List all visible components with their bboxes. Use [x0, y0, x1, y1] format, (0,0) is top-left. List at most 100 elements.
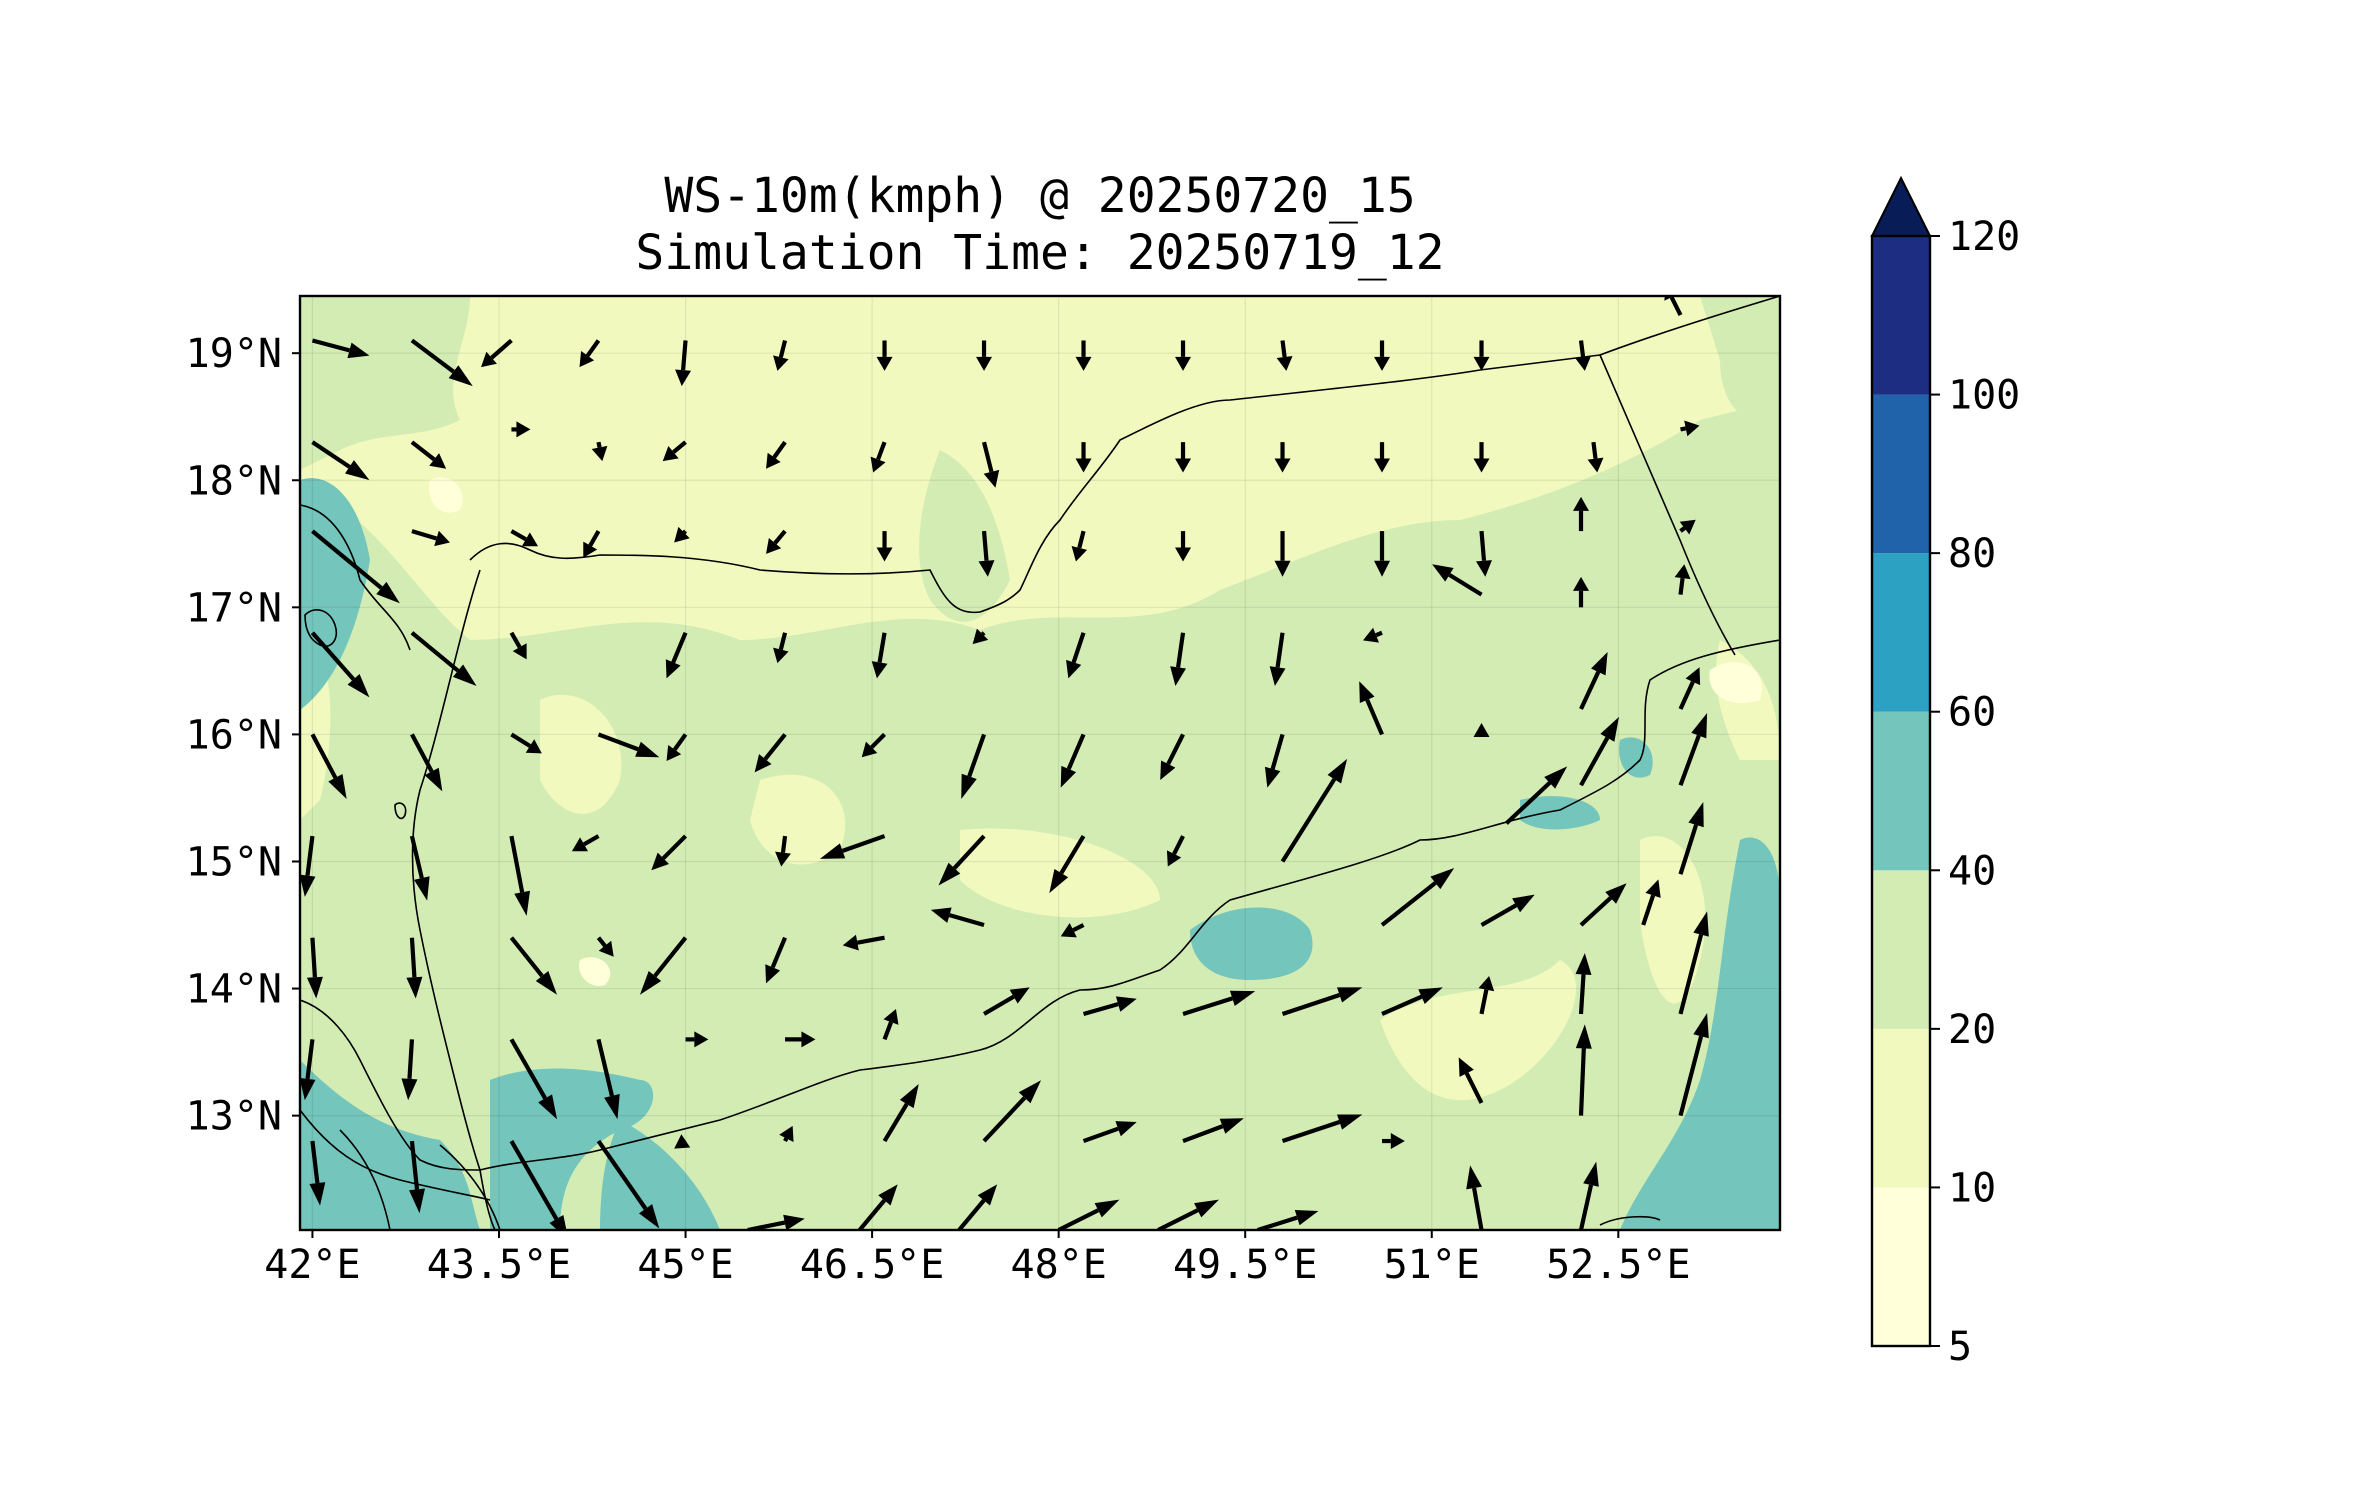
y-tick-label: 19°N — [186, 331, 282, 377]
wind-arrow — [639, 936, 688, 995]
y-tick-label: 18°N — [186, 458, 282, 504]
wind-arrow — [410, 440, 447, 469]
colorbar-tick-label: 40 — [1948, 848, 1996, 894]
map-title-line1: WS-10m(kmph) @ 20250720_15 — [664, 168, 1416, 224]
field-patch-10-20-d — [1380, 960, 1577, 1101]
wind-arrow — [510, 732, 542, 754]
wind-arrow — [571, 834, 600, 852]
field-band-40-60-east-coast — [1520, 796, 1600, 830]
colorbar-frame — [1870, 234, 1932, 1348]
wind-arrow — [1082, 1121, 1137, 1144]
wind-arrow — [1182, 990, 1256, 1016]
wind-arrow — [1678, 1013, 1709, 1117]
wind-arrow — [1578, 1161, 1599, 1230]
wind-arrow — [509, 1139, 567, 1230]
wind-arrow — [982, 987, 1030, 1016]
colorbar-segment — [1872, 1028, 1930, 1188]
wind-arrow — [982, 1080, 1042, 1143]
wind-arrow — [1674, 564, 1691, 595]
wind-arrow — [1160, 733, 1185, 781]
wind-arrow — [1380, 868, 1455, 927]
wind-arrow — [1157, 1199, 1219, 1230]
colorbar-tick-label: 80 — [1948, 531, 1996, 577]
y-tick-label: 17°N — [186, 585, 282, 631]
wind-arrow — [1575, 1024, 1592, 1116]
x-tick-label: 52.5°E — [1546, 1242, 1691, 1288]
wind-arrow — [1269, 632, 1286, 686]
field-band-40-60-mukalla — [1190, 907, 1313, 980]
wind-arrow — [876, 531, 893, 562]
wind-arrow — [961, 733, 987, 800]
wind-arrow — [779, 1125, 794, 1142]
wind-arrow — [1060, 733, 1086, 788]
coastline-red-sea-east — [411, 569, 496, 1230]
wind-arrow — [675, 340, 692, 387]
colorbar-tick-label: 100 — [1948, 373, 2020, 419]
wind-arrow — [1573, 576, 1590, 608]
map-outlines — [300, 296, 1780, 1230]
wind-arrow — [411, 529, 450, 547]
wind-arrow — [1381, 987, 1443, 1016]
wind-arrow — [1066, 632, 1086, 679]
wind-arrow — [510, 529, 539, 547]
wind-arrow — [509, 835, 530, 916]
wind-arrow — [1575, 340, 1592, 371]
x-tick-label: 51°E — [1384, 1242, 1480, 1288]
wind-arrow — [938, 834, 986, 886]
wind-arrow — [410, 631, 477, 686]
wind-arrow — [876, 340, 893, 371]
y-axis: 19°N 18°N 17°N 16°N 15°N 14°N 13°N — [186, 331, 300, 1140]
wind-arrow — [1274, 442, 1291, 473]
wind-arrow — [766, 529, 787, 554]
wind-arrow — [1276, 340, 1293, 371]
wind-arrow — [785, 1031, 816, 1048]
wind-arrow — [1182, 1118, 1244, 1144]
wind-arrow — [871, 632, 888, 679]
wind-arrow — [775, 835, 791, 867]
wind-arrow — [1175, 442, 1192, 473]
wind-arrow — [311, 440, 370, 481]
field-band-40-60-gulf-aden — [600, 1120, 720, 1230]
wind-arrow — [747, 1214, 805, 1230]
colorbar-tick-label: 120 — [1948, 214, 2020, 260]
wind-arrow — [957, 1184, 998, 1230]
wind-arrow — [1170, 632, 1187, 686]
wind-arrow — [1049, 834, 1086, 894]
wind-arrow — [981, 441, 1000, 488]
wind-arrow — [1678, 801, 1704, 875]
x-tick-label: 42°E — [264, 1242, 360, 1288]
wind-arrow — [842, 934, 885, 951]
colorbar: 5 10 20 40 60 80 100 120 — [1870, 175, 2020, 1370]
wind-arrow — [1175, 531, 1192, 562]
wind-arrow — [1374, 531, 1391, 577]
wind-arrow — [509, 936, 558, 995]
colorbar-segment — [1872, 394, 1930, 554]
border-saudi-oman — [1599, 296, 1780, 356]
field-patch-5-10-a — [429, 477, 463, 513]
wind-arrow — [1579, 716, 1620, 787]
wind-arrow — [409, 1140, 425, 1214]
wind-arrow — [410, 338, 473, 387]
wind-arrow — [300, 835, 316, 897]
wind-arrow — [310, 733, 347, 800]
colorbar-extend-max — [1870, 175, 1932, 237]
wind-arrow — [972, 628, 989, 645]
wind-arrow — [596, 1038, 620, 1120]
wind-arrow — [1057, 1199, 1120, 1230]
colorbar-segment — [1872, 553, 1930, 712]
wind-arrow — [1166, 835, 1185, 867]
coastline-yemen-south — [479, 639, 1780, 1171]
wind-arrow — [870, 441, 887, 473]
field-patch-5-10-b — [1709, 661, 1762, 704]
wind-arrow — [665, 631, 688, 679]
wind-arrow — [1281, 987, 1363, 1016]
wind-arrow — [662, 440, 687, 462]
border-saudi-yemen — [469, 354, 1601, 614]
wind-arrow — [300, 1039, 316, 1101]
wind-arrow — [861, 732, 887, 758]
wind-arrow — [1678, 667, 1701, 710]
wind-arrow — [1587, 441, 1604, 473]
wind-arrow — [1060, 923, 1085, 938]
wind-arrow — [1504, 766, 1568, 825]
wind-arrow — [1573, 496, 1590, 532]
